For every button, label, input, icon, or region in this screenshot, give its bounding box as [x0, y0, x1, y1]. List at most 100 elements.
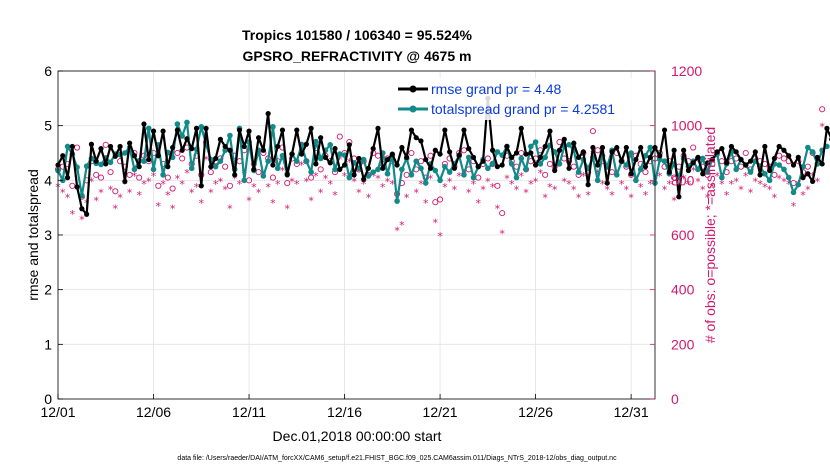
x-axis: 12/01 12/06 12/11 12/16 12/21 12/26 12/31 [40, 394, 649, 420]
rmse-point [107, 143, 114, 150]
possible-obs-marker [642, 169, 649, 176]
rmse-point [265, 111, 271, 117]
possible-obs-marker [819, 106, 826, 113]
totalspread-point [470, 174, 477, 181]
rmse-point [150, 128, 157, 134]
rmse-point [523, 151, 529, 157]
assimilated-obs-marker: * [370, 170, 376, 183]
rmse-point [499, 162, 505, 168]
assimilated-obs-marker: * [218, 175, 224, 188]
possible-obs-marker [174, 149, 181, 157]
assimilated-obs-marker: * [404, 192, 410, 205]
assimilated-obs-marker: * [132, 170, 138, 183]
totalspread-point [83, 163, 90, 169]
rmse-point [117, 143, 123, 150]
assimilated-obs-marker: * [647, 178, 653, 191]
legend: rmse grand pr = 4.48 totalspread grand p… [394, 78, 652, 120]
assimilated-obs-marker: * [681, 173, 687, 186]
rmse-point [255, 135, 262, 141]
totalspread-point [566, 142, 572, 148]
x-tick-label: 12/31 [614, 404, 649, 420]
rmse-point [136, 164, 142, 170]
rmse-point [618, 158, 625, 164]
rmse-point [160, 128, 166, 134]
x-tick-label: 12/26 [518, 404, 553, 420]
assimilated-obs-marker: * [251, 181, 257, 194]
assimilated-obs-marker: * [767, 184, 773, 197]
rmse-point [580, 149, 586, 155]
rmse-point [585, 182, 591, 188]
totalspread-point [294, 158, 300, 164]
totalspread-point [98, 161, 104, 168]
assimilated-obs-marker: * [418, 178, 424, 191]
totalspread-point [556, 161, 563, 167]
rmse-point [743, 162, 749, 168]
rmse-point [642, 164, 649, 170]
rmse-point [657, 153, 663, 159]
totalspread-point [360, 156, 367, 163]
assimilated-obs-marker: * [485, 175, 491, 188]
rmse-point [556, 147, 563, 153]
assimilated-obs-marker: * [786, 178, 792, 191]
assimilated-obs-marker: * [265, 181, 271, 194]
assimilated-obs-marker: * [547, 181, 553, 194]
rmse-point [537, 154, 543, 160]
rmse-point [98, 146, 104, 152]
assimilated-obs-marker: * [581, 170, 587, 183]
rmse-point [614, 144, 620, 151]
rmse-point [146, 156, 152, 163]
totalspread-point [408, 172, 415, 178]
totalspread-point [160, 172, 166, 178]
rmse-point [227, 147, 233, 153]
rmse-point [370, 146, 376, 152]
assimilated-obs-marker: * [113, 203, 119, 216]
rmse-point [494, 164, 500, 170]
rmse-point [289, 151, 295, 157]
totalspread-point [212, 163, 219, 170]
rmse-point [633, 156, 639, 163]
y-axis-left-label: rmse and totalspread [25, 169, 41, 301]
y-left-tick-label: 4 [44, 172, 52, 188]
rmse-point [423, 156, 429, 163]
rmse-point [456, 152, 462, 158]
rmse-point [490, 147, 496, 153]
assimilated-obs-marker: * [800, 189, 806, 202]
totalspread-point [332, 166, 338, 173]
rmse-point [346, 142, 352, 148]
y-right-tick-label: 1000 [671, 118, 702, 134]
totalspread-point [485, 165, 491, 172]
y-axis-right: 0 200 400 600 800 1000 1200 [650, 63, 702, 407]
possible-obs-marker [102, 141, 109, 148]
assimilated-obs-marker: * [151, 170, 157, 183]
y-right-tick-label: 1200 [671, 63, 702, 79]
assimilated-obs-marker: * [270, 197, 276, 210]
totalspread-point [336, 151, 343, 157]
totalspread-point [805, 144, 811, 151]
rmse-point [513, 150, 520, 156]
rmse-point [432, 147, 438, 153]
totalspread-point [317, 155, 324, 162]
totalspread-point [399, 166, 405, 173]
rmse-point [174, 127, 180, 133]
rmse-point [251, 166, 257, 172]
rmse-point [709, 156, 715, 163]
assimilated-obs-marker: * [313, 170, 319, 183]
totalspread-point [647, 144, 654, 151]
rmse-point [84, 211, 90, 217]
rmse-point [232, 172, 238, 178]
y-left-tick-label: 6 [44, 63, 52, 79]
possible-obs-marker [542, 171, 549, 178]
possible-obs-marker [308, 174, 315, 181]
rmse-point [814, 154, 820, 160]
rmse-point [767, 167, 773, 174]
rmse-point [470, 154, 477, 160]
chart-title-line1: Tropics 101580 / 106340 = 95.524% [242, 27, 473, 43]
rmse-point [704, 160, 711, 166]
rmse-point [284, 172, 290, 178]
data-file-footnote: data file: /Users/raeder/DAI/ATM_forcXX/… [177, 455, 617, 462]
rmse-point [728, 143, 735, 150]
totalspread-point [150, 166, 157, 173]
totalspread-point [494, 149, 501, 155]
rmse-point [819, 161, 825, 167]
assimilated-obs-marker: * [719, 178, 725, 191]
